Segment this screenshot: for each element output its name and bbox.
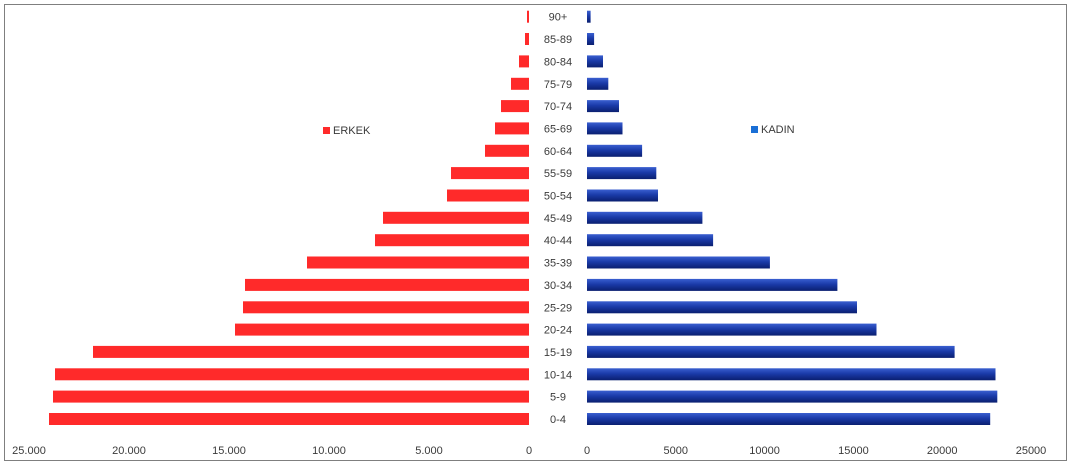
left-axis-ticks: 25.000 20.000 15.000 10.000 5.000 0 (12, 445, 532, 457)
kadin-bar-15-19 (587, 345, 955, 358)
erkek-bar-55-59 (451, 167, 529, 180)
chart-frame: 0-4 5-9 10-14 15-19 20-24 25-29 30-34 35-39 40-4… (4, 4, 1067, 461)
age-label-15-19: 15-19 (544, 347, 572, 359)
left-tick-1: 20.000 (112, 445, 146, 457)
kadin-bar-45-49 (587, 211, 703, 224)
kadin-bar-5-9 (587, 390, 998, 403)
erkek-bar-85-89 (525, 33, 529, 45)
erkek-bar-65-69 (495, 122, 529, 135)
kadin-bar-80-84 (587, 55, 603, 68)
kadin-series (587, 10, 998, 425)
erkek-bar-70-74 (501, 100, 529, 113)
kadin-bar-40-44 (587, 234, 714, 247)
age-label-55-59: 55-59 (544, 168, 572, 180)
erkek-bar-35-39 (307, 256, 529, 269)
age-label-50-54: 50-54 (544, 191, 572, 203)
left-tick-2: 15.000 (212, 445, 246, 457)
erkek-bar-15-19 (93, 345, 529, 358)
age-label-45-49: 45-49 (544, 213, 572, 225)
right-tick-1: 5000 (664, 445, 688, 457)
left-tick-4: 5.000 (415, 445, 443, 457)
legend-kadin: KADIN (751, 124, 795, 136)
right-tick-0: 0 (584, 445, 590, 457)
erkek-bar-10-14 (55, 368, 529, 381)
kadin-bar-70-74 (587, 100, 619, 113)
legend-erkek-swatch (323, 127, 330, 134)
right-tick-3: 15000 (838, 445, 869, 457)
age-label-40-44: 40-44 (544, 235, 572, 247)
legend-erkek-label: ERKEK (333, 125, 371, 137)
erkek-bar-45-49 (383, 211, 529, 224)
left-tick-3: 10.000 (312, 445, 346, 457)
right-tick-5: 25000 (1016, 445, 1047, 457)
age-label-5-9: 5-9 (550, 392, 566, 404)
kadin-bar-55-59 (587, 167, 657, 180)
age-label-10-14: 10-14 (544, 369, 572, 381)
kadin-bar-90+ (587, 10, 591, 23)
age-label-30-34: 30-34 (544, 280, 572, 292)
age-label-75-79: 75-79 (544, 79, 572, 91)
age-label-85-89: 85-89 (544, 34, 572, 46)
population-pyramid-chart: 0-4 5-9 10-14 15-19 20-24 25-29 30-34 35-39 40-4… (12, 10, 1046, 457)
kadin-bar-20-24 (587, 323, 877, 336)
erkek-bar-75-79 (511, 77, 529, 90)
legend-kadin-label: KADIN (761, 124, 795, 136)
erkek-bar-25-29 (243, 301, 529, 314)
kadin-bar-60-64 (587, 144, 643, 157)
kadin-bar-75-79 (587, 77, 609, 90)
erkek-bar-20-24 (235, 323, 529, 336)
age-label-20-24: 20-24 (544, 325, 572, 337)
erkek-bar-60-64 (485, 144, 529, 157)
right-tick-4: 20000 (927, 445, 958, 457)
age-label-0-4: 0-4 (550, 414, 566, 426)
erkek-bar-80-84 (519, 55, 529, 68)
age-label-80-84: 80-84 (544, 56, 572, 68)
erkek-bar-0-4 (49, 413, 529, 425)
left-tick-5: 0 (526, 445, 532, 457)
age-label-60-64: 60-64 (544, 146, 572, 158)
erkek-bar-50-54 (447, 189, 529, 202)
erkek-series (49, 10, 529, 425)
age-label-70-74: 70-74 (544, 101, 572, 113)
kadin-bar-25-29 (587, 301, 857, 314)
age-label-90+: 90+ (549, 12, 568, 24)
right-axis-ticks: 0 5000 10000 15000 20000 25000 (584, 445, 1046, 457)
kadin-bar-50-54 (587, 189, 658, 202)
age-label-65-69: 65-69 (544, 123, 572, 135)
age-group-labels: 0-4 5-9 10-14 15-19 20-24 25-29 30-34 35-39 40-4… (544, 12, 572, 426)
legend-erkek: ERKEK (323, 125, 371, 137)
legend-kadin-swatch (751, 126, 758, 133)
left-tick-0: 25.000 (12, 445, 46, 457)
erkek-bar-90+ (527, 10, 529, 23)
erkek-bar-40-44 (375, 234, 529, 247)
erkek-bar-5-9 (53, 390, 529, 403)
erkek-bar-30-34 (245, 278, 529, 291)
right-tick-2: 10000 (749, 445, 780, 457)
kadin-bar-30-34 (587, 278, 838, 291)
age-label-35-39: 35-39 (544, 258, 572, 270)
kadin-bar-85-89 (587, 33, 595, 45)
kadin-bar-0-4 (587, 413, 991, 425)
age-label-25-29: 25-29 (544, 302, 572, 314)
kadin-bar-35-39 (587, 256, 770, 269)
kadin-bar-10-14 (587, 368, 996, 381)
kadin-bar-65-69 (587, 122, 623, 135)
